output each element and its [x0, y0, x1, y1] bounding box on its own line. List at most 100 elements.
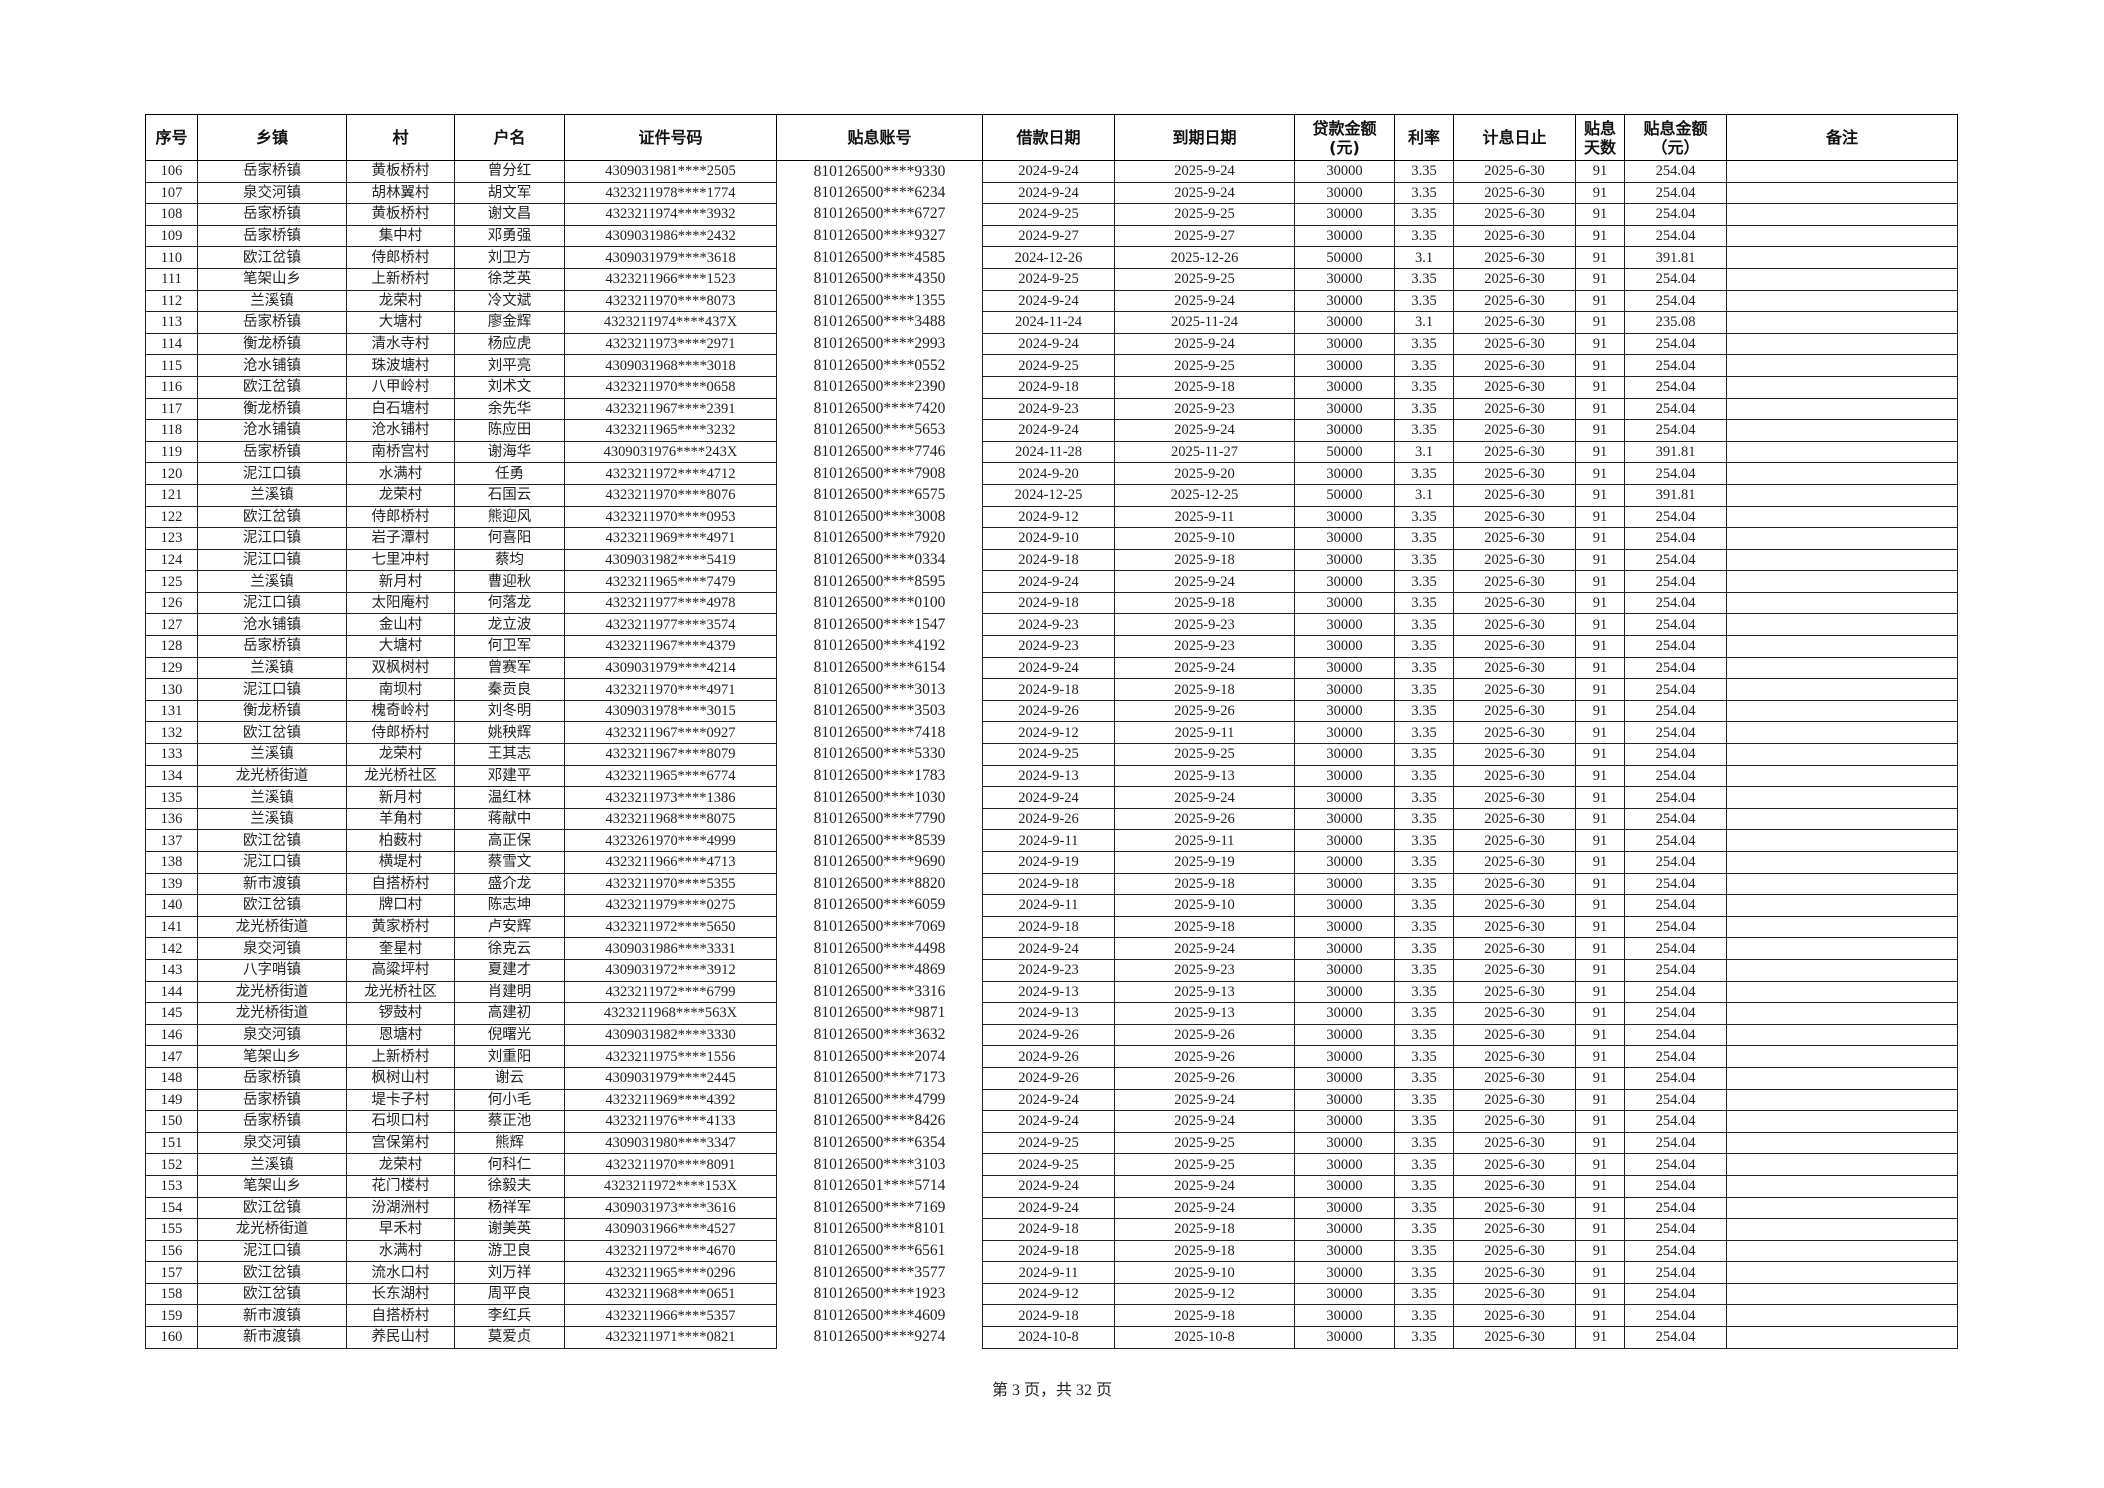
- cell-id-number: 4323211966****4713: [564, 851, 777, 874]
- cell-loan-date: 2024-9-18: [982, 548, 1115, 572]
- table-row: 133 兰溪镇 龙荣村 王其志 4323211967****8079 810126500*…: [145, 743, 1958, 766]
- cell-interest-end-date: 2025-6-30: [1453, 1174, 1576, 1198]
- cell-loan-date: 2024-11-28: [982, 440, 1115, 464]
- cell-subsidy-account: 810126500****3577: [776, 1261, 983, 1284]
- cell-loan-amount: 50000: [1294, 440, 1395, 464]
- cell-id-number: 4309031986****3331: [564, 937, 777, 960]
- cell-interest-rate: 3.35: [1394, 160, 1454, 183]
- cell-due-date: 2025-9-23: [1114, 613, 1295, 637]
- table-header-row: 序号 乡镇村户名 证件号码 贴息账号 借款日期 到期日期 贷款金额 (元) 利率 计息日止 贴息 …: [145, 114, 1958, 161]
- cell-id-number: 4309031986****2432: [564, 224, 777, 248]
- cell-id-number: 4323211974****437X: [564, 311, 777, 334]
- cell-seq: 125: [145, 570, 198, 593]
- column-header-subsidy-amount: 贴息金额 （元）: [1624, 114, 1727, 161]
- cell-loan-date: 2024-9-18: [982, 375, 1115, 399]
- cell-account-holder: 曾分红: [454, 160, 565, 183]
- cell-seq: 144: [145, 980, 198, 1004]
- cell-interest-end-date: 2025-6-30: [1453, 1023, 1576, 1047]
- cell-due-date: 2025-9-24: [1114, 160, 1295, 183]
- column-header-remarks: 备注: [1726, 114, 1958, 161]
- cell-interest-rate: 3.35: [1394, 181, 1454, 205]
- cell-subsidy-days: 91: [1575, 375, 1625, 399]
- cell-interest-end-date: 2025-6-30: [1453, 1304, 1576, 1328]
- cell-township: 岳家桥镇: [197, 635, 347, 658]
- cell-township: 龙光桥街道: [197, 980, 347, 1004]
- cell-remarks: [1726, 1023, 1958, 1047]
- cell-subsidy-account: 810126500****7908: [776, 462, 983, 485]
- cell-interest-rate: 3.35: [1394, 613, 1454, 637]
- cell-subsidy-days: 91: [1575, 224, 1625, 248]
- cell-loan-date: 2024-9-25: [982, 1131, 1115, 1155]
- cell-interest-end-date: 2025-6-30: [1453, 1066, 1576, 1090]
- cell-loan-amount: 30000: [1294, 160, 1395, 183]
- cell-id-number: 4323211972****4670: [564, 1239, 777, 1263]
- cell-village: 黄家桥村: [346, 915, 455, 939]
- cell-remarks: [1726, 1088, 1958, 1112]
- cell-due-date: 2025-9-24: [1114, 332, 1295, 356]
- cell-subsidy-amount: 254.04: [1624, 1304, 1727, 1328]
- cell-township: 新市渡镇: [197, 1304, 347, 1328]
- cell-remarks: [1726, 1196, 1958, 1220]
- cell-id-number: 4323211971****0821: [564, 1326, 777, 1349]
- table-row: 137 欧江岔镇 柏薮村 高正保 4323261970****4999 810126500…: [145, 829, 1958, 852]
- cell-township: 欧江岔镇: [197, 246, 347, 269]
- cell-township: 八字哨镇: [197, 958, 347, 982]
- cell-seq: 150: [145, 1110, 198, 1133]
- column-header-id-number: 证件号码: [564, 114, 777, 161]
- cell-interest-end-date: 2025-6-30: [1453, 440, 1576, 464]
- cell-interest-end-date: 2025-6-30: [1453, 829, 1576, 852]
- cell-id-number: 4323211968****563X: [564, 1002, 777, 1025]
- cell-loan-date: 2024-12-25: [982, 483, 1115, 507]
- cell-interest-end-date: 2025-6-30: [1453, 613, 1576, 637]
- table-row: 131 衡龙桥镇 槐奇岭村 刘冬明 4309031978****3015 81012650…: [145, 699, 1958, 723]
- cell-loan-date: 2024-9-18: [982, 915, 1115, 939]
- cell-interest-end-date: 2025-6-30: [1453, 1218, 1576, 1241]
- cell-loan-date: 2024-9-12: [982, 1282, 1115, 1306]
- cell-township: 岳家桥镇: [197, 440, 347, 464]
- cell-remarks: [1726, 1153, 1958, 1176]
- cell-loan-date: 2024-9-25: [982, 1153, 1115, 1176]
- cell-seq: 115: [145, 354, 198, 377]
- cell-remarks: [1726, 1326, 1958, 1349]
- cell-subsidy-amount: 254.04: [1624, 1261, 1727, 1284]
- cell-interest-end-date: 2025-6-30: [1453, 1196, 1576, 1220]
- cell-subsidy-account: 810126500****3013: [776, 678, 983, 701]
- cell-subsidy-days: 91: [1575, 1174, 1625, 1198]
- cell-id-number: 4309031979****2445: [564, 1066, 777, 1090]
- cell-account-holder: 邓建平: [454, 764, 565, 788]
- cell-loan-amount: 30000: [1294, 311, 1395, 334]
- table-row: 116 欧江岔镇 八甲岭村 刘术文 4323211970****0658 81012650…: [145, 375, 1958, 399]
- cell-subsidy-days: 91: [1575, 786, 1625, 809]
- cell-subsidy-days: 91: [1575, 743, 1625, 766]
- cell-subsidy-account: 810126501****5714: [776, 1175, 983, 1197]
- cell-township: 龙光桥街道: [197, 1002, 347, 1025]
- cell-interest-end-date: 2025-6-30: [1453, 246, 1576, 269]
- cell-township: 新市渡镇: [197, 872, 347, 896]
- cell-remarks: [1726, 354, 1958, 377]
- cell-seq: 136: [145, 807, 198, 831]
- cell-loan-amount: 30000: [1294, 851, 1395, 874]
- cell-township: 衡龙桥镇: [197, 397, 347, 421]
- cell-interest-end-date: 2025-6-30: [1453, 1239, 1576, 1263]
- cell-subsidy-amount: 254.04: [1624, 1196, 1727, 1220]
- cell-subsidy-days: 91: [1575, 354, 1625, 377]
- cell-account-holder: 倪曙光: [454, 1023, 565, 1047]
- cell-interest-rate: 3.35: [1394, 1174, 1454, 1198]
- cell-subsidy-account: 810126500****9330: [776, 160, 983, 183]
- cell-interest-rate: 3.35: [1394, 894, 1454, 917]
- cell-subsidy-account: 810126500****4192: [776, 635, 983, 658]
- cell-id-number: 4323211966****1523: [564, 267, 777, 291]
- cell-interest-rate: 3.1: [1394, 246, 1454, 269]
- cell-subsidy-amount: 254.04: [1624, 958, 1727, 982]
- cell-subsidy-amount: 254.04: [1624, 1218, 1727, 1241]
- cell-account-holder: 卢安辉: [454, 915, 565, 939]
- cell-subsidy-account: 810126500****0100: [776, 592, 983, 614]
- cell-due-date: 2025-9-18: [1114, 915, 1295, 939]
- cell-loan-amount: 30000: [1294, 1326, 1395, 1349]
- cell-village: 南桥宫村: [346, 440, 455, 464]
- cell-village: 太阳庵村: [346, 591, 455, 615]
- cell-interest-rate: 3.35: [1394, 203, 1454, 226]
- cell-loan-date: 2024-9-24: [982, 570, 1115, 593]
- cell-id-number: 4309031982****5419: [564, 548, 777, 572]
- cell-id-number: 4323211968****8075: [564, 807, 777, 831]
